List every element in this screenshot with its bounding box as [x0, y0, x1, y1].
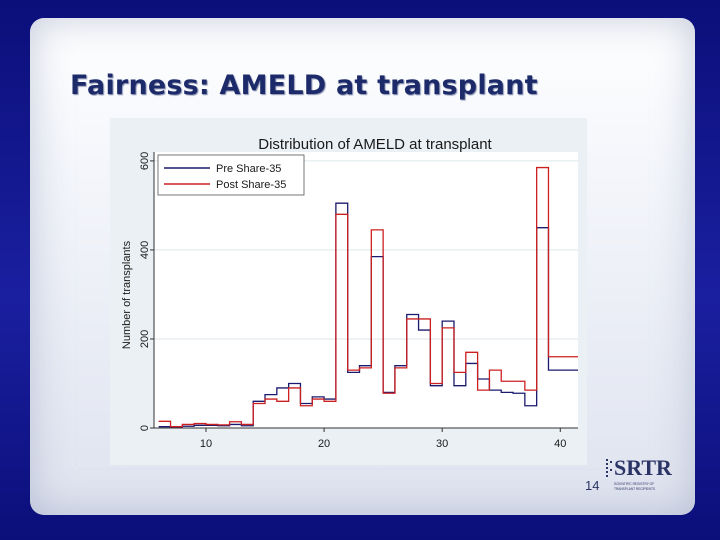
legend-label: Pre Share-35: [216, 163, 281, 175]
series-line-post-share-35: [158, 166, 578, 428]
srtr-logo: SRTR SCIENTIFIC REGISTRY OF TRANSPLANT R…: [606, 455, 673, 491]
series-layer: [158, 166, 578, 428]
y-tick-label: 600: [139, 152, 151, 170]
y-tick-label: 200: [139, 330, 151, 348]
y-tick-label: 400: [139, 241, 151, 259]
chart-panel: Distribution of AMELD at transplant Numb…: [110, 118, 587, 465]
x-tick-label: 40: [554, 438, 566, 450]
logo-wordmark: SRTR: [614, 455, 673, 480]
chart-title: Distribution of AMELD at transplant: [258, 136, 492, 153]
x-tick-label: 30: [436, 438, 448, 450]
legend-box: [157, 154, 305, 196]
slide-title: Fairness: AMELD at transplant: [70, 70, 538, 101]
histogram-chart: Distribution of AMELD at transplant Numb…: [121, 136, 578, 450]
logo-dots: [606, 459, 612, 477]
y-tick-label: 0: [139, 425, 151, 431]
legend: Pre Share-35 Post Share-35: [157, 154, 305, 196]
logo-subtext: SCIENTIFIC REGISTRY OF: [614, 482, 654, 486]
x-tick-label: 10: [200, 438, 212, 450]
axes: 0 200 400 600 10 20 30 40: [139, 152, 578, 450]
legend-label: Post Share-35: [216, 179, 286, 191]
x-tick-label: 20: [318, 438, 330, 450]
logo-subtext-2: TRANSPLANT RECIPIENTS: [614, 487, 655, 491]
page-number: 14: [585, 478, 600, 493]
y-axis-label: Number of transplants: [121, 240, 133, 349]
plot-area: [154, 152, 578, 428]
